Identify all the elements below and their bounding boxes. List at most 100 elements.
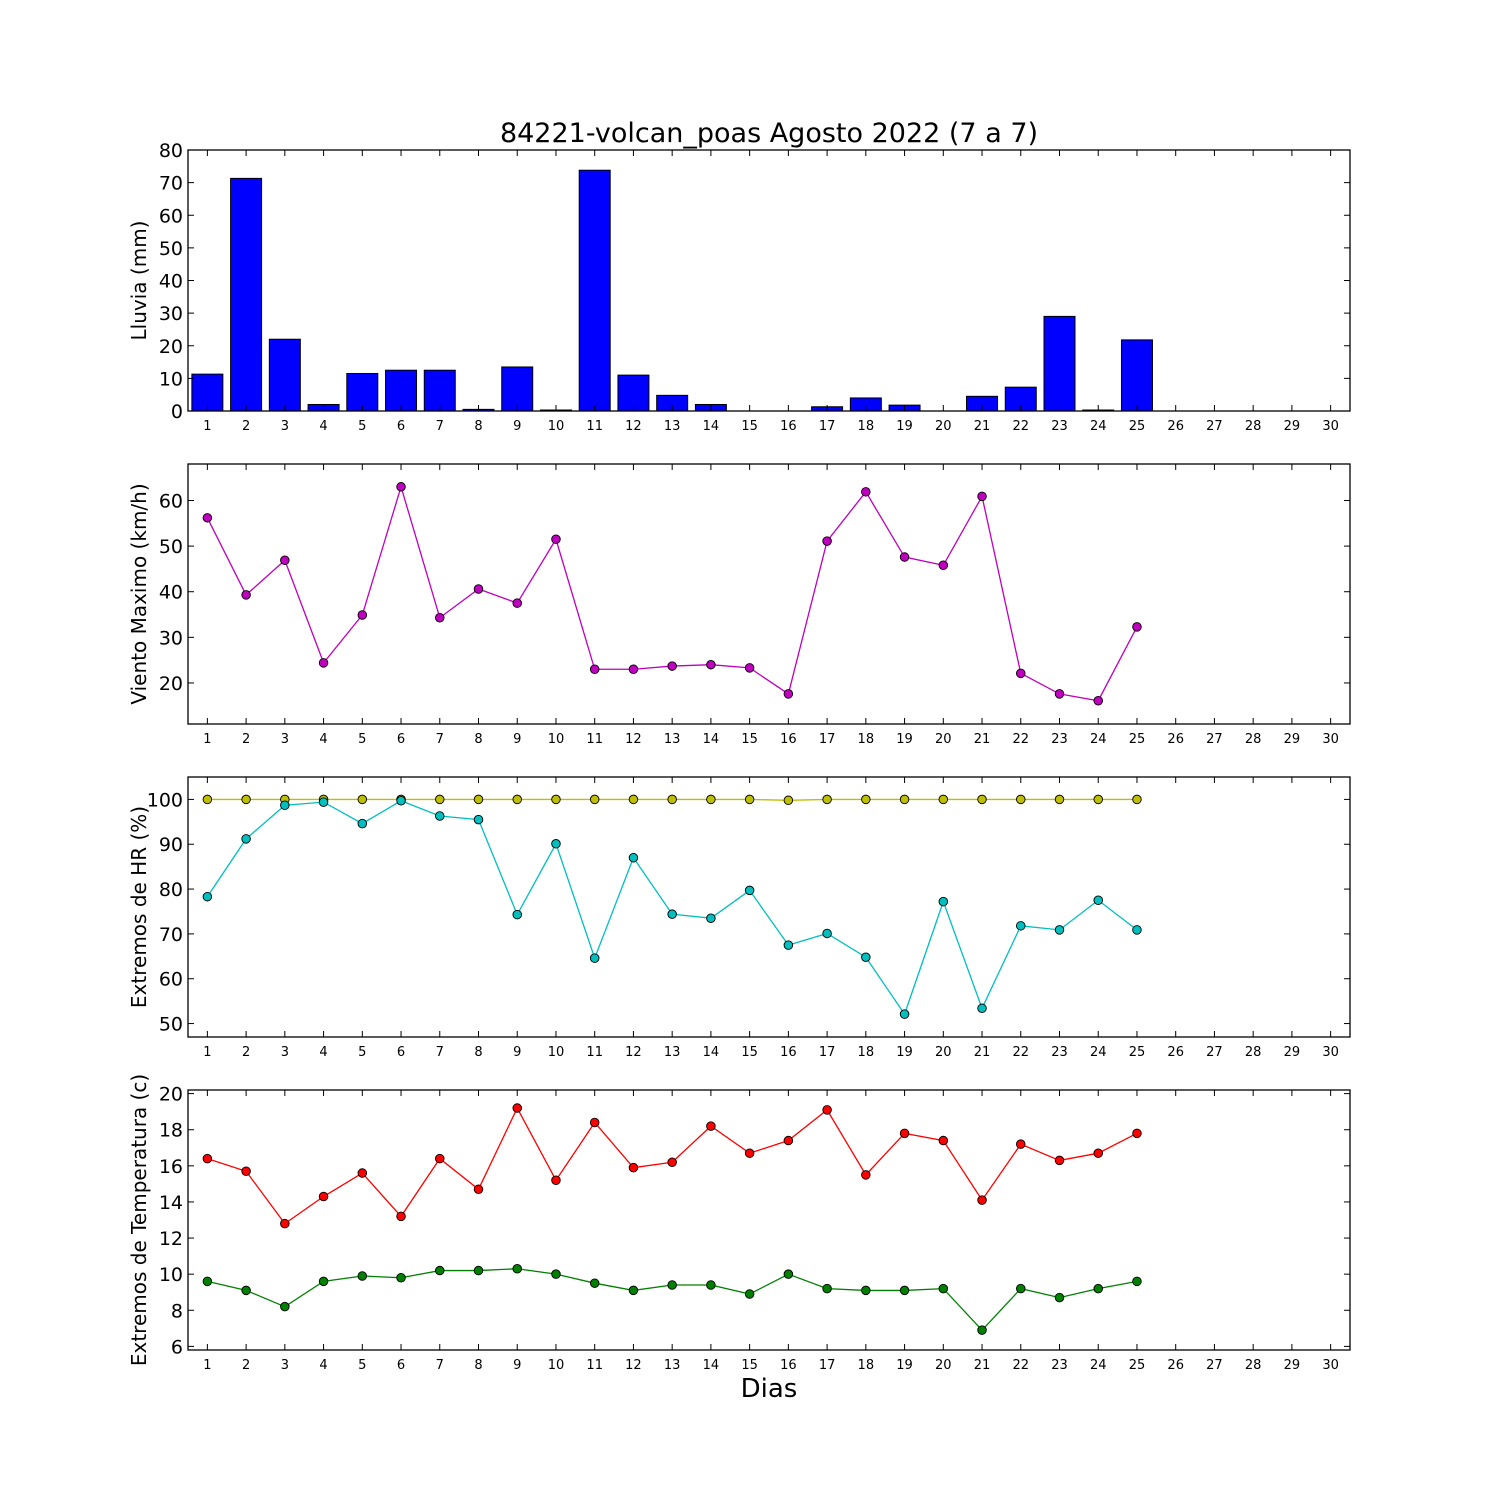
temperature-xtick-label: 17 bbox=[819, 1358, 836, 1373]
rain-xtick-label: 5 bbox=[358, 419, 366, 434]
humidity-series-2-point-day-25 bbox=[1132, 925, 1142, 935]
rain-xtick-label: 27 bbox=[1206, 419, 1223, 434]
humidity-ytick-label: 60 bbox=[159, 969, 183, 991]
rain-xtick-label: 1 bbox=[203, 419, 211, 434]
humidity-series-1-point-day-5 bbox=[357, 794, 368, 805]
temperature-xtick-label: 12 bbox=[625, 1358, 642, 1373]
temperature-series-1-point-day-21 bbox=[977, 1195, 987, 1205]
temperature-series-2-point-day-12 bbox=[628, 1285, 639, 1296]
temperature-xtick-label: 20 bbox=[935, 1358, 952, 1373]
x-axis-title: Dias bbox=[741, 1374, 798, 1404]
rain-ytick-label: 10 bbox=[159, 368, 183, 390]
temperature-series-1-point-day-16 bbox=[783, 1135, 794, 1146]
rain-xtick-label: 14 bbox=[703, 419, 720, 434]
rain-xtick-label: 11 bbox=[586, 419, 603, 434]
temperature-xtick-label: 30 bbox=[1322, 1358, 1339, 1373]
temperature-series-2-point-day-24 bbox=[1093, 1283, 1103, 1294]
temperature-series-1-point-day-14 bbox=[706, 1121, 716, 1131]
rain-xtick-label: 19 bbox=[896, 419, 913, 434]
temperature-series-1-point-day-10 bbox=[551, 1175, 561, 1186]
wind-xtick-label: 21 bbox=[974, 732, 991, 747]
humidity-xtick-label: 18 bbox=[858, 1045, 875, 1060]
humidity-series-2-point-day-7 bbox=[435, 811, 445, 821]
temperature-series-2-point-day-15 bbox=[744, 1289, 755, 1299]
temperature-xtick-label: 26 bbox=[1167, 1358, 1184, 1373]
wind-xtick-label: 9 bbox=[513, 732, 521, 747]
temperature-xtick-label: 27 bbox=[1206, 1358, 1223, 1373]
temperature-series-1-point-day-20 bbox=[938, 1135, 949, 1146]
temperature-xtick-label: 9 bbox=[513, 1358, 521, 1373]
wind-series-1-point-day-16 bbox=[783, 689, 794, 699]
humidity-series-1-point-day-10 bbox=[551, 794, 561, 805]
temperature-series-2-point-day-9 bbox=[512, 1263, 522, 1274]
temperature-series-1-point-day-4 bbox=[318, 1191, 329, 1202]
temperature-series-1-point-day-15 bbox=[744, 1148, 755, 1158]
wind-ytick-label: 30 bbox=[159, 627, 183, 649]
wind-series-1-point-day-13 bbox=[667, 661, 677, 671]
temperature-series-2-point-day-23 bbox=[1054, 1292, 1065, 1303]
rain-xtick-label: 30 bbox=[1322, 419, 1339, 434]
wind-xtick-label: 30 bbox=[1322, 732, 1339, 747]
temperature-xtick-label: 6 bbox=[397, 1358, 405, 1373]
humidity-series-1-point-day-24 bbox=[1093, 794, 1103, 805]
temperature-series-2-point-day-6 bbox=[396, 1273, 406, 1283]
temperature-series-1-point-day-5 bbox=[357, 1168, 368, 1178]
wind-xtick-label: 7 bbox=[436, 732, 444, 747]
wind-plot-frame bbox=[187, 463, 1351, 725]
humidity-xtick-label: 29 bbox=[1284, 1045, 1301, 1060]
rain-ytick-label: 40 bbox=[159, 271, 183, 293]
rain-xtick-label: 10 bbox=[548, 419, 565, 434]
temperature-series-1-point-day-23 bbox=[1054, 1155, 1065, 1166]
humidity-xtick-label: 5 bbox=[358, 1045, 366, 1060]
wind-ytick-label: 50 bbox=[159, 536, 183, 558]
rain-bar-day-25 bbox=[1120, 339, 1153, 412]
rain-bar-day-9 bbox=[501, 366, 534, 412]
wind-xtick-label: 26 bbox=[1167, 732, 1184, 747]
wind-series-1-point-day-17 bbox=[822, 536, 832, 546]
temperature-series-2-point-day-25 bbox=[1132, 1276, 1142, 1287]
humidity-xtick-label: 19 bbox=[896, 1045, 913, 1060]
wind-xtick-label: 23 bbox=[1051, 732, 1068, 747]
rain-plot-frame bbox=[187, 149, 1351, 412]
humidity-xtick-label: 11 bbox=[586, 1045, 603, 1060]
humidity-xtick-label: 7 bbox=[436, 1045, 444, 1060]
rain-bar-day-6 bbox=[385, 369, 418, 412]
humidity-series-1-point-day-21 bbox=[977, 794, 987, 805]
wind-series-1-point-day-23 bbox=[1054, 689, 1065, 699]
temperature-ytick-label: 18 bbox=[159, 1120, 183, 1142]
temperature-xtick-label: 18 bbox=[858, 1358, 875, 1373]
temperature-xtick-label: 8 bbox=[474, 1358, 482, 1373]
wind-series-1-point-day-11 bbox=[589, 664, 600, 675]
humidity-series-2-line bbox=[206, 800, 1138, 1016]
humidity-series-1-point-day-11 bbox=[589, 794, 600, 805]
wind-y-axis-title: Viento Maximo (km/h) bbox=[127, 483, 151, 704]
humidity-series-1-point-day-20 bbox=[938, 794, 949, 805]
rain-xtick-label: 8 bbox=[474, 419, 482, 434]
wind-series-1-point-day-25 bbox=[1132, 622, 1142, 632]
wind-xtick-label: 1 bbox=[203, 732, 211, 747]
humidity-series-1-point-day-19 bbox=[899, 794, 910, 805]
humidity-series-2-point-day-12 bbox=[628, 852, 639, 863]
wind-series-1-point-day-21 bbox=[977, 491, 987, 502]
wind-xtick-label: 3 bbox=[281, 732, 289, 747]
temperature-ytick-label: 14 bbox=[159, 1192, 183, 1214]
rain-bar-day-1 bbox=[191, 373, 224, 412]
temperature-xtick-label: 23 bbox=[1051, 1358, 1068, 1373]
humidity-series-1-point-day-7 bbox=[435, 794, 445, 805]
humidity-y-axis-title: Extremos de HR (%) bbox=[127, 806, 151, 1008]
humidity-series-2-point-day-22 bbox=[1016, 921, 1026, 931]
wind-series-1-point-day-19 bbox=[899, 552, 910, 562]
humidity-series-2-point-day-9 bbox=[512, 909, 522, 920]
humidity-series-2-point-day-4 bbox=[318, 797, 329, 807]
wind-xtick-label: 24 bbox=[1090, 732, 1107, 747]
humidity-series-2-point-day-3 bbox=[280, 800, 290, 810]
humidity-series-1-point-day-18 bbox=[861, 794, 871, 805]
humidity-series-2-point-day-19 bbox=[899, 1009, 910, 1019]
temperature-xtick-label: 19 bbox=[896, 1358, 913, 1373]
temperature-series-2-point-day-17 bbox=[822, 1283, 832, 1294]
wind-xtick-label: 28 bbox=[1245, 732, 1262, 747]
